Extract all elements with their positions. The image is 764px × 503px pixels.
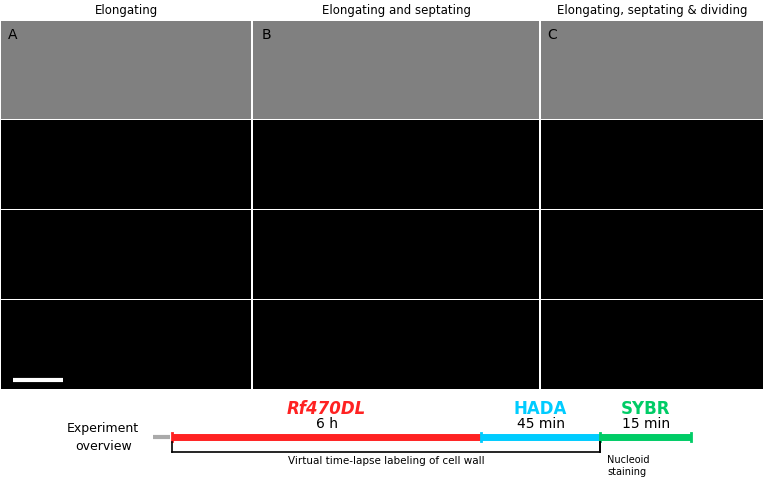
Text: Virtual time-lapse labeling of cell wall: Virtual time-lapse labeling of cell wall — [287, 456, 484, 466]
Text: Experiment
overview: Experiment overview — [67, 422, 139, 453]
Text: B: B — [261, 28, 271, 42]
Text: Nucleoid
staining: Nucleoid staining — [607, 456, 650, 477]
Text: Elongating and septating: Elongating and septating — [322, 4, 471, 17]
Text: HADA: HADA — [514, 400, 567, 418]
Text: Rf470DL: Rf470DL — [287, 400, 366, 418]
Text: C: C — [548, 28, 557, 42]
Text: A: A — [8, 28, 18, 42]
Text: Elongating, septating & dividing: Elongating, septating & dividing — [557, 4, 747, 17]
Text: 6 h: 6 h — [316, 417, 338, 431]
Text: 45 min: 45 min — [516, 417, 565, 431]
Text: SYBR: SYBR — [621, 400, 670, 418]
Text: 15 min: 15 min — [622, 417, 669, 431]
Text: Elongating: Elongating — [95, 4, 157, 17]
